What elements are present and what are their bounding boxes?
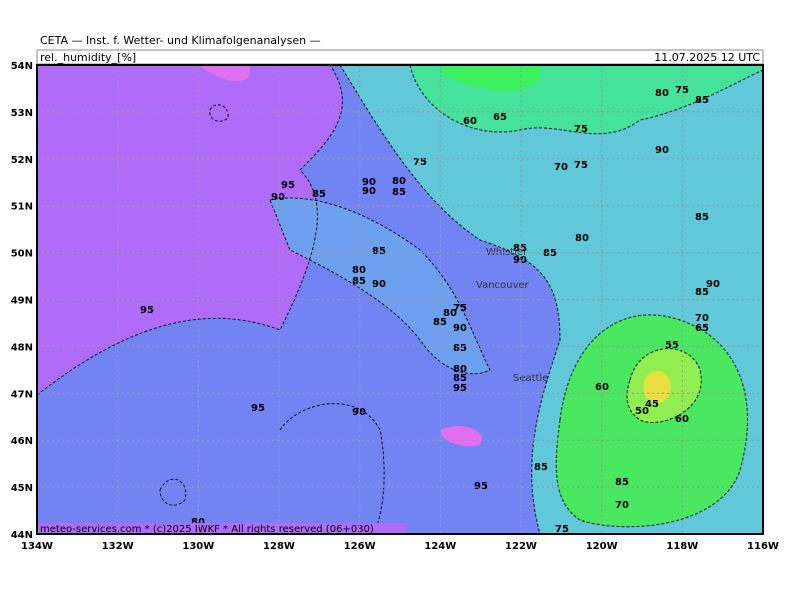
longitude-label: 128W — [263, 541, 295, 552]
contour-label: 75 — [574, 160, 588, 171]
contour-label: 85 — [695, 212, 709, 223]
contour-label: 60 — [463, 116, 477, 127]
contour-label: 70 — [554, 162, 568, 173]
longitude-label: 116W — [747, 541, 779, 552]
contour-label: 75 — [555, 524, 569, 535]
latitude-label: 53N — [11, 108, 33, 119]
latitude-label: 52N — [11, 155, 33, 166]
contour-label: 85 — [543, 248, 557, 259]
parameter: rel._humidity_[%] — [40, 51, 136, 64]
contour-label: 60 — [675, 414, 689, 425]
contour-label: 90 — [362, 186, 376, 197]
field-green-core — [440, 65, 540, 91]
contour-label: 90 — [706, 279, 720, 290]
contour-label: 85 — [392, 187, 406, 198]
contour-label: 95 — [474, 481, 488, 492]
contour-label: 50 — [635, 406, 649, 417]
contour-label: 95 — [281, 180, 295, 191]
map-frame — [36, 64, 764, 535]
contour-label: 85 — [433, 317, 447, 328]
contour-label: 65 — [493, 112, 507, 123]
contour-label: 95 — [251, 403, 265, 414]
contour-label: 85 — [695, 95, 709, 106]
latitude-label: 45N — [11, 483, 33, 494]
valid-time: 11.07.2025 12 UTC — [654, 51, 760, 64]
contour-label: 55 — [665, 340, 679, 351]
contour-label: 90 — [655, 145, 669, 156]
contour-label: 85 — [312, 189, 326, 200]
contour-label: 90 — [513, 255, 527, 266]
contour-label: 70 — [695, 313, 709, 324]
contour-label: 85 — [453, 373, 467, 384]
contour-label: 80 — [453, 364, 467, 375]
longitude-label: 122W — [505, 541, 537, 552]
contour-label: 80 — [392, 176, 406, 187]
city-label: Vancouver — [476, 280, 530, 291]
latitude-label: 51N — [11, 202, 33, 213]
city-label: Seattle — [513, 373, 548, 384]
contour-label: 75 — [453, 303, 467, 314]
contour — [555, 314, 748, 528]
longitude-label: 130W — [182, 541, 214, 552]
longitude-label: 134W — [21, 541, 53, 552]
contour-labels: 95 95 90 95 90 85 90 90 80 85 75 60 65 8… — [140, 85, 720, 535]
contour-label: 80 — [655, 88, 669, 99]
contour-label: 65 — [695, 323, 709, 334]
latitude-label: 44N — [11, 530, 33, 541]
longitude-label: 120W — [586, 541, 618, 552]
header-title: CETA — Inst. f. Wetter- und Klimafolgena… — [40, 34, 321, 47]
longitude-label: 124W — [424, 541, 456, 552]
contour-label: 75 — [574, 124, 588, 135]
field-yellow — [643, 371, 671, 403]
latitude-label: 54N — [11, 61, 33, 72]
contour-label: 85 — [352, 276, 366, 287]
longitude-label: 132W — [102, 541, 134, 552]
map-field — [37, 65, 763, 534]
contour-label: 90 — [352, 407, 366, 418]
contour-label: 80 — [443, 308, 457, 319]
latitude-label: 50N — [11, 249, 33, 260]
contour-label: 85 — [695, 287, 709, 298]
field-blue-light — [270, 198, 490, 374]
grid — [37, 65, 763, 534]
contour — [159, 104, 385, 534]
contour-label: 75 — [413, 157, 427, 168]
contour-label: 85 — [372, 246, 386, 257]
contour-label: 95 — [140, 305, 154, 316]
latitude-label: 48N — [11, 342, 33, 353]
latitude-label: 49N — [11, 296, 33, 307]
contour-label: 95 — [453, 383, 467, 394]
contour-label: 60 — [595, 382, 609, 393]
contour-label: 70 — [615, 500, 629, 511]
contour-label: 85 — [615, 477, 629, 488]
contour — [626, 348, 702, 424]
contour-label: 80 — [191, 517, 205, 528]
footer-band — [37, 523, 407, 534]
footer: meteo-services.com * (c)2025 IWKF * All … — [40, 524, 374, 535]
contour-label: 90 — [372, 279, 386, 290]
contour-label: 85 — [534, 462, 548, 473]
contour — [339, 65, 561, 534]
latitude-label: 47N — [11, 389, 33, 400]
contour-label: 45 — [645, 399, 659, 410]
contour-label: 90 — [453, 323, 467, 334]
contour-label: 80 — [575, 233, 589, 244]
contour-label: 85 — [453, 343, 467, 354]
longitude-label: 118W — [666, 541, 698, 552]
contour — [37, 65, 343, 396]
contour-label: 90 — [362, 177, 376, 188]
contour-label: 80 — [352, 265, 366, 276]
contour — [409, 65, 763, 135]
contour-label: 90 — [271, 192, 285, 203]
latitude-label: 46N — [11, 436, 33, 447]
contour-label: 85 — [513, 243, 527, 254]
contour — [269, 197, 491, 375]
longitude-label: 126W — [344, 541, 376, 552]
